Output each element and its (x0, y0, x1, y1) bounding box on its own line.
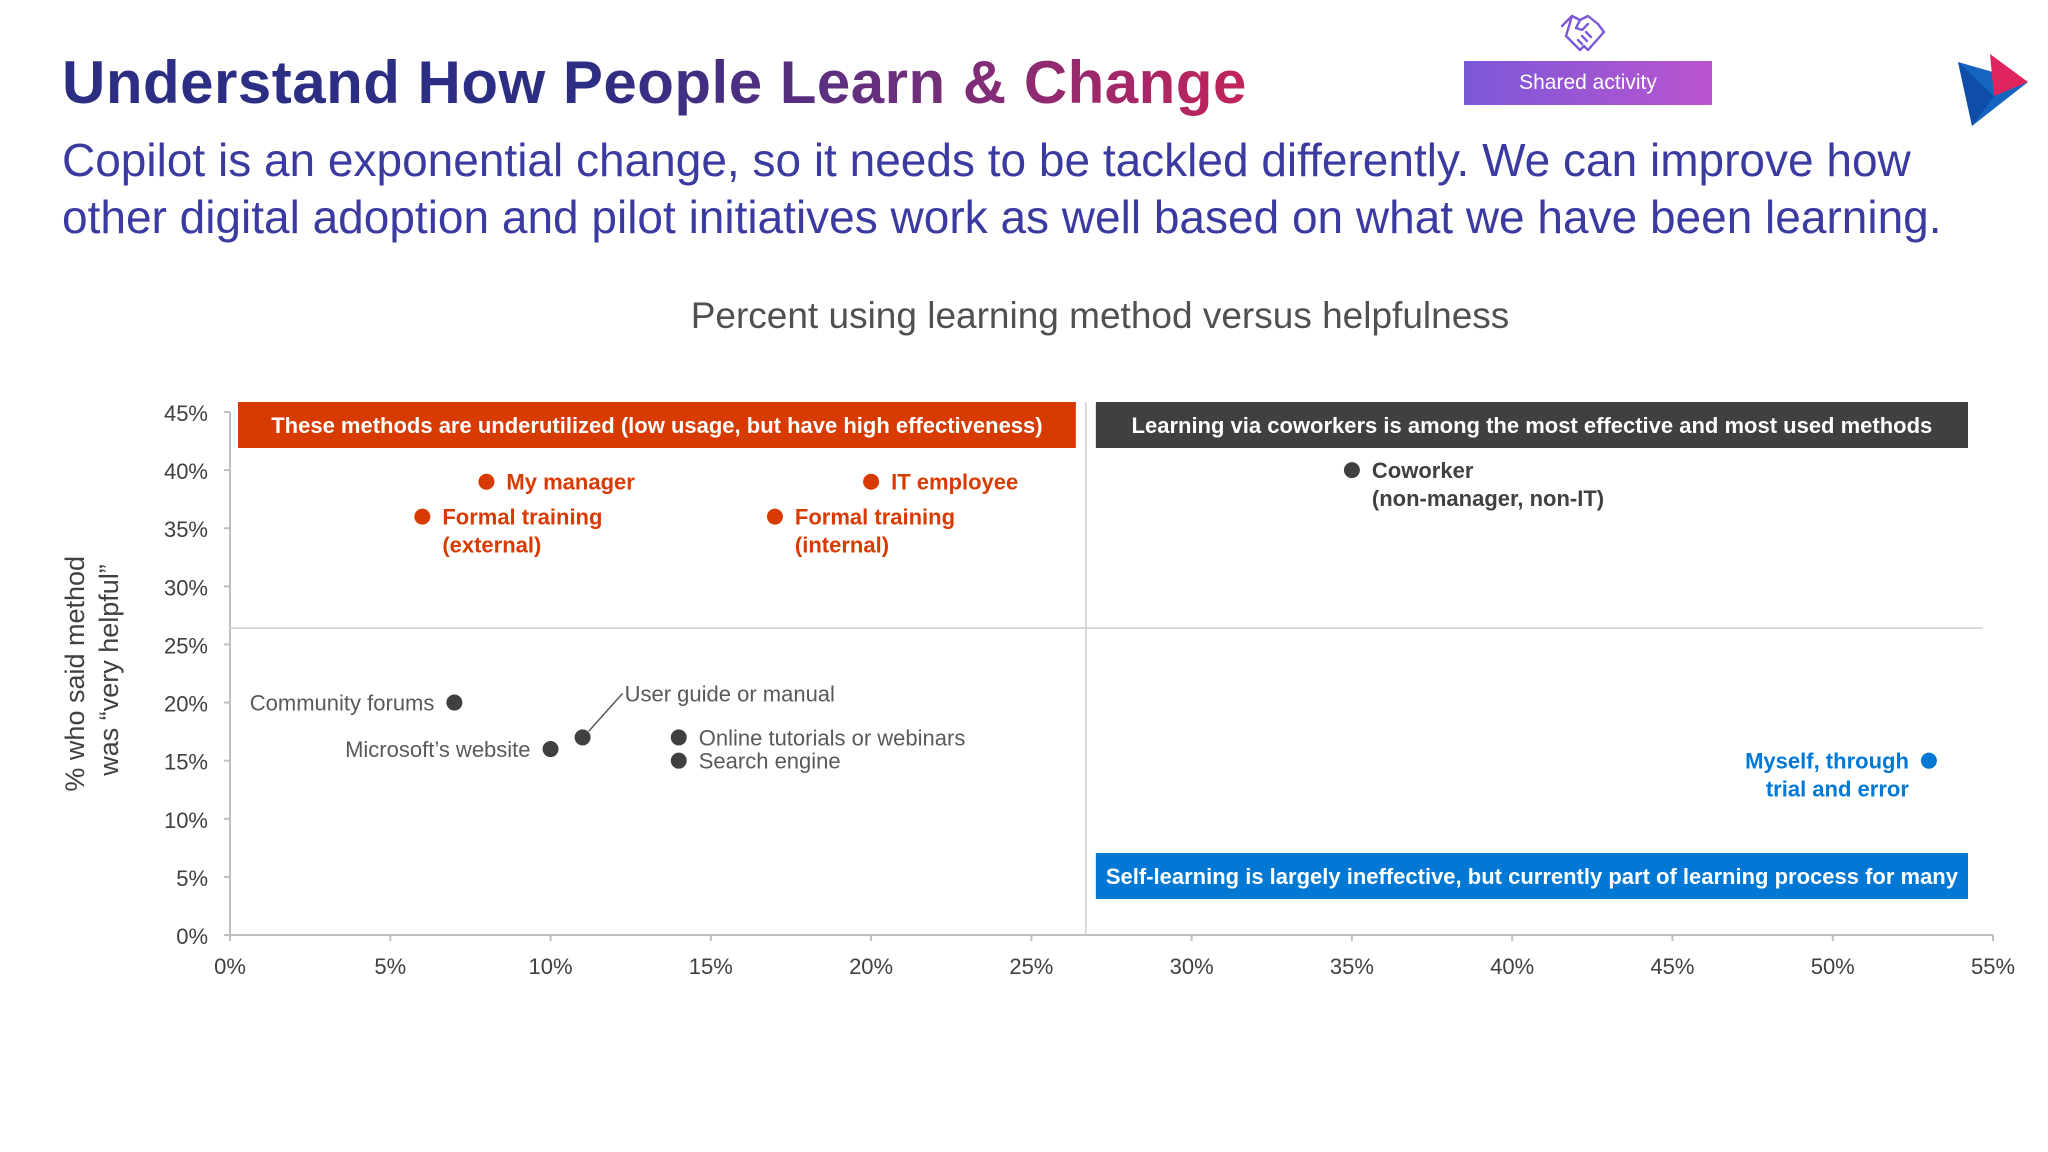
data-point-label-line: My manager (506, 470, 635, 495)
y-tick-label: 20% (164, 692, 208, 717)
x-tick-label: 20% (849, 954, 893, 979)
data-point-label-line: Formal training (795, 505, 955, 530)
data-point (863, 473, 880, 490)
data-point-label-line: Online tutorials or webinars (699, 725, 966, 750)
page-subtitle: Copilot is an exponential change, so it … (62, 134, 1942, 243)
data-point-label-line: Coworker (1372, 458, 1474, 483)
quadrant-banner-label: Learning via coworkers is among the most… (1132, 413, 1933, 438)
quadrant-banner-top-left (238, 402, 1076, 448)
data-point-label: IT employee (891, 470, 1018, 495)
y-tick-label: 15% (164, 750, 208, 775)
data-point (446, 694, 463, 711)
x-tick-label: 35% (1330, 954, 1374, 979)
data-point (766, 508, 783, 525)
quadrant-banner-bottom-right (1095, 853, 1968, 899)
data-point (1343, 462, 1360, 479)
x-tick-label: 10% (529, 954, 573, 979)
x-tick-label: 5% (374, 954, 406, 979)
data-point-label: Coworker (non-manager, non-IT) (1372, 458, 1604, 511)
data-point (414, 508, 431, 525)
x-tick-label: 55% (1971, 954, 2015, 979)
x-tick-label: 50% (1811, 954, 1855, 979)
data-point-label-line: (external) (442, 533, 541, 558)
y-axis-label-line-1: % who said method (60, 556, 90, 792)
handshake-icon (1560, 14, 1606, 52)
data-point (542, 741, 559, 758)
x-tick-label: 0% (214, 954, 246, 979)
y-tick-label: 10% (164, 808, 208, 833)
y-axis-label-line-2: was “very helpful” (94, 564, 124, 777)
x-tick-label: 15% (689, 954, 733, 979)
quadrant-banner-label: These methods are underutilized (low usa… (271, 413, 1042, 438)
page-title: Understand How People Learn & Change (62, 49, 1247, 116)
data-point-label: User guide or manual (625, 681, 835, 706)
data-point-label-line: User guide or manual (625, 681, 835, 706)
data-point (1920, 752, 1937, 769)
data-point-label: Community forums (250, 691, 435, 716)
data-point-label-line: IT employee (891, 470, 1018, 495)
data-point-label: Online tutorials or webinars (699, 725, 966, 750)
y-tick-label: 30% (164, 575, 208, 600)
data-point-label: Formal training (external) (442, 505, 602, 558)
data-point-label-line: Community forums (250, 691, 435, 716)
y-tick-label: 35% (164, 517, 208, 542)
quadrant-banner-top-right (1095, 402, 1968, 448)
data-point-label-line: (non-manager, non-IT) (1372, 486, 1604, 511)
y-axis-label: % who said method was “very helpful” (60, 548, 124, 791)
callout-line (588, 692, 624, 732)
data-point-label: Formal training (internal) (795, 505, 955, 558)
data-point-label-line: trial and error (1766, 777, 1909, 802)
data-point-label-line: Myself, through (1745, 749, 1909, 774)
data-point (670, 729, 687, 746)
play-triangle-logo (1958, 54, 2028, 126)
data-point-label: Microsoft’s website (345, 737, 530, 762)
data-point-label-line: Formal training (442, 505, 602, 530)
y-tick-label: 25% (164, 633, 208, 658)
y-tick-label: 40% (164, 459, 208, 484)
x-tick-label: 30% (1170, 954, 1214, 979)
y-tick-label: 5% (176, 866, 208, 891)
x-tick-label: 25% (1009, 954, 1053, 979)
y-tick-label: 0% (176, 924, 208, 949)
y-tick-label: 45% (164, 401, 208, 426)
chart-title: Percent using learning method versus hel… (691, 295, 1510, 336)
x-tick-label: 45% (1650, 954, 1694, 979)
data-point-label: My manager (506, 470, 635, 495)
data-point-label: Myself, through trial and error (1745, 749, 1909, 802)
data-point-label-line: Microsoft’s website (345, 737, 530, 762)
data-point (574, 729, 591, 746)
x-tick-label: 40% (1490, 954, 1534, 979)
quadrant-banner-label: Self-learning is largely ineffective, bu… (1106, 864, 1959, 889)
data-point-label-line: Search engine (699, 749, 841, 774)
data-point-label: Search engine (699, 749, 841, 774)
data-point (478, 473, 495, 490)
shared-activity-badge: Shared activity (1464, 61, 1712, 105)
data-point (670, 752, 687, 769)
data-point-label-line: (internal) (795, 533, 889, 558)
